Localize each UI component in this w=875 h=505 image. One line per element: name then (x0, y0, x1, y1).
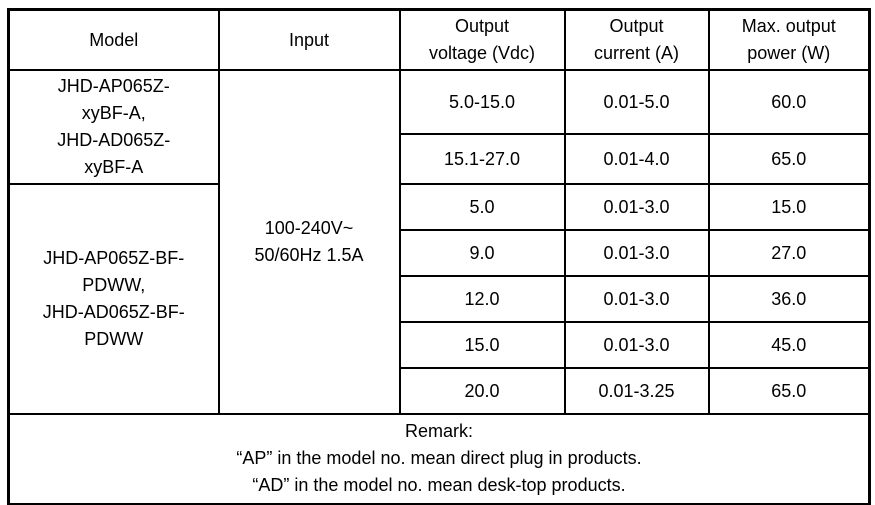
output-voltage-cell: 5.0-15.0 (398, 69, 566, 135)
model-group-2-cell: JHD-AP065Z-BF- PDWW, JHD-AD065Z-BF- PDWW (7, 183, 220, 415)
max-power-cell: 65.0 (707, 367, 871, 415)
output-current-cell: 0.01-3.0 (563, 275, 710, 323)
output-current-cell: 0.01-3.25 (563, 367, 710, 415)
output-current-cell: 0.01-3.0 (563, 321, 710, 369)
input-cell: 100-240V~ 50/60Hz 1.5A (217, 69, 401, 415)
output-voltage-cell: 20.0 (398, 367, 566, 415)
table-header-row: Model Input Output voltage (Vdc) Output … (7, 8, 871, 71)
max-power-cell: 27.0 (707, 229, 871, 277)
remark-cell: Remark: “AP” in the model no. mean direc… (7, 413, 871, 505)
col-header-output-current: Output current (A) (563, 8, 710, 71)
table-row: 9.0 0.01-3.0 27.0 (9, 229, 871, 277)
output-current-cell: 0.01-4.0 (563, 133, 710, 185)
output-current-cell: 0.01-3.0 (563, 183, 710, 231)
table-row: 15.0 0.01-3.0 45.0 (9, 321, 871, 369)
model-group-1-cell: JHD-AP065Z- xyBF-A, JHD-AD065Z- xyBF-A (7, 69, 220, 185)
output-voltage-cell: 12.0 (398, 275, 566, 323)
output-current-cell: 0.01-5.0 (563, 69, 710, 135)
output-voltage-cell: 15.1-27.0 (398, 133, 566, 185)
max-power-cell: 65.0 (707, 133, 871, 185)
col-header-input: Input (217, 8, 401, 71)
table-row: JHD-AP065Z-BF- PDWW, JHD-AD065Z-BF- PDWW… (7, 183, 871, 415)
output-voltage-cell: 15.0 (398, 321, 566, 369)
table-row: JHD-AP065Z- xyBF-A, JHD-AD065Z- xyBF-A 1… (7, 69, 871, 415)
table-row: 12.0 0.01-3.0 36.0 (9, 275, 871, 323)
remark-row: Remark: “AP” in the model no. mean direc… (7, 413, 871, 505)
max-power-cell: 36.0 (707, 275, 871, 323)
col-header-max-output-power: Max. output power (W) (707, 8, 871, 71)
max-power-cell: 60.0 (707, 69, 871, 135)
power-spec-table: Model Input Output voltage (Vdc) Output … (7, 8, 871, 505)
col-header-model: Model (7, 8, 220, 71)
table-row: 15.1-27.0 0.01-4.0 65.0 (9, 133, 871, 185)
table-row: 20.0 0.01-3.25 65.0 (9, 367, 871, 415)
max-power-cell: 45.0 (707, 321, 871, 369)
max-power-cell: 15.0 (707, 183, 871, 231)
output-voltage-cell: 5.0 (398, 183, 566, 231)
output-voltage-cell: 9.0 (398, 229, 566, 277)
col-header-output-voltage: Output voltage (Vdc) (398, 8, 566, 71)
output-current-cell: 0.01-3.0 (563, 229, 710, 277)
